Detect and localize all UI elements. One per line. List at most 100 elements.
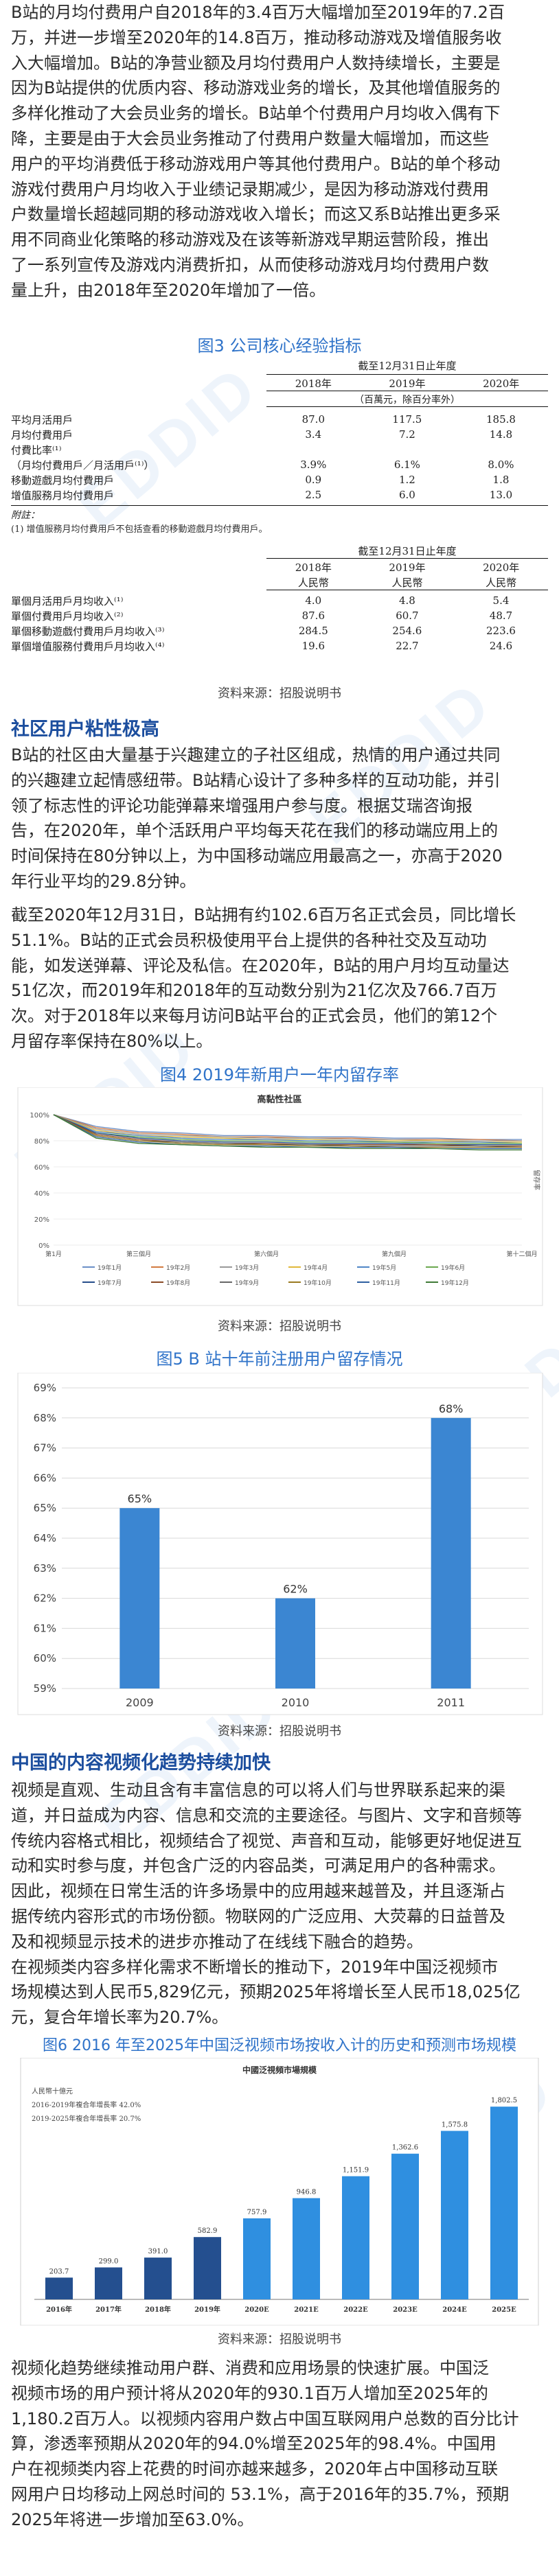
- y-tick-label: 59%: [34, 1682, 56, 1695]
- table-row: 月均付費用戶 3.4 7.2 14.8: [11, 427, 548, 442]
- x-tick-label: 2021E: [294, 2306, 319, 2314]
- figure-3-source: 资料来源：招股说明书: [218, 686, 341, 701]
- bar: [194, 2237, 221, 2299]
- table-row-label: 單個月活用戶月均收入⁽¹⁾: [11, 594, 124, 607]
- data-label: 582.9: [198, 2227, 218, 2235]
- table-row: 移動遊戲月均付費用戶 0.9 1.2 1.8: [11, 472, 548, 487]
- table-cell: 117.5: [392, 413, 422, 426]
- legend-entry: 19年10月: [304, 1279, 332, 1287]
- table-cell: 6.0: [398, 489, 415, 501]
- text-line: 能，如发送弹幕、评论及私信。在2020年，B站的用户月均互动量达: [11, 955, 510, 975]
- legend-entry: 19年1月: [98, 1264, 122, 1272]
- series-line: [53, 1114, 522, 1148]
- figure-4-source: 资料来源：招股说明书: [218, 1319, 341, 1334]
- table1-year: 2019年: [389, 378, 426, 390]
- data-label: 1,151.9: [343, 2167, 369, 2174]
- text-line: 量上升，由2018年至2020年增加了一倍。: [11, 280, 326, 300]
- data-label: 1,802.5: [491, 2097, 517, 2104]
- table-row-label: 增值服務月均付費用戶: [11, 489, 115, 502]
- bar: [95, 2267, 122, 2299]
- table-cell: 22.7: [396, 640, 419, 652]
- table2-currency: 人民幣: [297, 577, 329, 589]
- table-row-label: 單個增值服務付費用戶月均收入⁽⁴⁾: [11, 640, 165, 653]
- table-row-label: 付費比率⁽¹⁾: [11, 443, 62, 456]
- x-tick-label: 2010: [282, 1696, 310, 1709]
- table-row: 單個增值服務付費用戶月均收入⁽⁴⁾ 19.6 22.7 24.6: [11, 638, 548, 653]
- table-cell: 223.6: [486, 625, 516, 637]
- text-line: 了一系列宣传及游戏内消费折扣，从而使移动游戏月均付费用户数: [11, 255, 489, 275]
- bar: [342, 2176, 369, 2299]
- text-line: 在视频类内容多样化需求不断增长的推动下，2019年中国泛视频市: [11, 1957, 499, 1977]
- text-line: 年行业平均的29.8分钟。: [11, 871, 196, 891]
- text-line: 因为B站提供的优质内容、移动游戏业务的增长，及其他增值服务的: [11, 78, 501, 98]
- text-line: 的兴趣建立起情感纽带。B站精心设计了多种多样的互动功能，并引: [11, 770, 501, 790]
- table2-header-top: 截至12月31日止年度: [266, 544, 548, 559]
- table1-header-top: 截至12月31日止年度: [266, 358, 548, 375]
- chart-subtitle: 人民幣十億元: [32, 2087, 73, 2096]
- table-row-label: （月均付費用戶／月活用戶⁽¹⁾）: [11, 459, 155, 472]
- x-tick-label: 第九個月: [382, 1250, 407, 1258]
- data-label: 65%: [128, 1492, 152, 1505]
- bar: [144, 2258, 172, 2299]
- x-tick-label: 2018年: [145, 2305, 171, 2314]
- table-cell: 254.6: [392, 625, 422, 637]
- data-label: 1,575.8: [442, 2122, 468, 2129]
- bar: [243, 2218, 271, 2299]
- x-tick-label: 2025E: [492, 2306, 516, 2314]
- section-heading-video-trend: 中国的内容视频化趋势持续加快: [11, 1752, 271, 1774]
- bar: [293, 2198, 320, 2299]
- legend-entry: 19年5月: [372, 1264, 396, 1272]
- table1-note-label: 附註：: [11, 510, 40, 521]
- table-cell: 1.8: [492, 474, 510, 486]
- video-users-paragraph: 视频化趋势继续推动用户群、消费和应用场景的快速扩展。中国泛 视频市场的用户预计将从…: [11, 2356, 548, 2533]
- bar: [275, 1598, 315, 1689]
- x-tick-label: 2011: [437, 1696, 465, 1709]
- legend-entry: 19年11月: [372, 1279, 400, 1287]
- figure-6-title: 图6 2016 年至2025年中国泛视频市场按收入计的历史和预测市场规模: [43, 2037, 516, 2054]
- text-line: 道，并日益成为内容、信息和交流的主要途径。与图片、文字和音频等: [11, 1805, 522, 1825]
- table2-currency: 人民幣: [486, 577, 517, 589]
- figure-3-title: 图3 公司核心经验指标: [197, 336, 362, 356]
- x-tick-label: 2022E: [343, 2306, 368, 2314]
- y-tick-label: 40%: [34, 1190, 49, 1198]
- y-tick-label: 61%: [34, 1622, 56, 1634]
- data-label: 68%: [439, 1402, 464, 1415]
- bar: [441, 2131, 468, 2299]
- table-row-label: 單個付費用戶月均收入⁽²⁾: [11, 610, 124, 623]
- y-tick-label: 65%: [34, 1502, 56, 1514]
- data-label: 391.0: [148, 2248, 168, 2255]
- chart-frame: [17, 1087, 543, 1306]
- chart-title: 中國泛視頻市場規模: [242, 2065, 317, 2075]
- text-line: 降，主要是由于大会员业务推动了付费用户数量大幅增加，而这些: [11, 128, 489, 148]
- bar: [490, 2107, 518, 2299]
- data-label: 757.9: [247, 2209, 267, 2216]
- table-row-label: 平均月活用戶: [11, 413, 73, 426]
- table-row-label: 單個移動遊戲付費用戶月均收入⁽³⁾: [11, 625, 165, 638]
- table2-year: 2019年: [389, 561, 426, 574]
- y-tick-label: 68%: [34, 1412, 56, 1424]
- y-tick-label: 69%: [34, 1382, 56, 1394]
- table-cell: 1.2: [398, 474, 415, 486]
- text-line: 多样化推动了大会员业务的增长。B站单个付费用户月均收入偶有下: [11, 104, 501, 124]
- table-row: （月均付費用戶／月活用戶⁽¹⁾） 3.9% 6.1% 8.0%: [11, 457, 548, 472]
- chart-subtitle: 2019-2025年複合年增長率 20.7%: [32, 2114, 141, 2123]
- x-tick-label: 第六個月: [254, 1250, 279, 1258]
- series-line: [53, 1114, 522, 1140]
- x-tick-label: 2016年: [46, 2305, 72, 2314]
- text-line: 网用户日均移动上网总时间的 53.1%，高于2016年的35.7%，预期: [11, 2484, 510, 2504]
- text-line: 据传统内容形式的市场份额。物联网的广泛应用、大荧幕的日益普及: [11, 1906, 505, 1926]
- chart-title: 高黏性社區: [257, 1094, 301, 1105]
- legend-entry: 19年6月: [441, 1264, 465, 1272]
- table-row-label: 月均付費用戶: [11, 428, 73, 441]
- table2-year: 2020年: [483, 561, 520, 574]
- x-tick-label: 2023E: [393, 2306, 418, 2314]
- table-row: 增值服務月均付費用戶 2.5 6.0 13.0: [11, 487, 548, 502]
- table2-currency: 人民幣: [391, 577, 423, 589]
- text-line: 万，并进一步增至2020年的14.8百万，推动移动游戏及增值服务收: [11, 27, 502, 47]
- table-cell: 19.6: [301, 640, 325, 652]
- table-cell: 24.6: [489, 640, 513, 652]
- text-line: 视频市场的用户预计将从2020年的930.1百万人增加至2025年的: [11, 2383, 488, 2403]
- table1-year: 2018年: [295, 378, 332, 390]
- data-label: 203.7: [49, 2268, 69, 2275]
